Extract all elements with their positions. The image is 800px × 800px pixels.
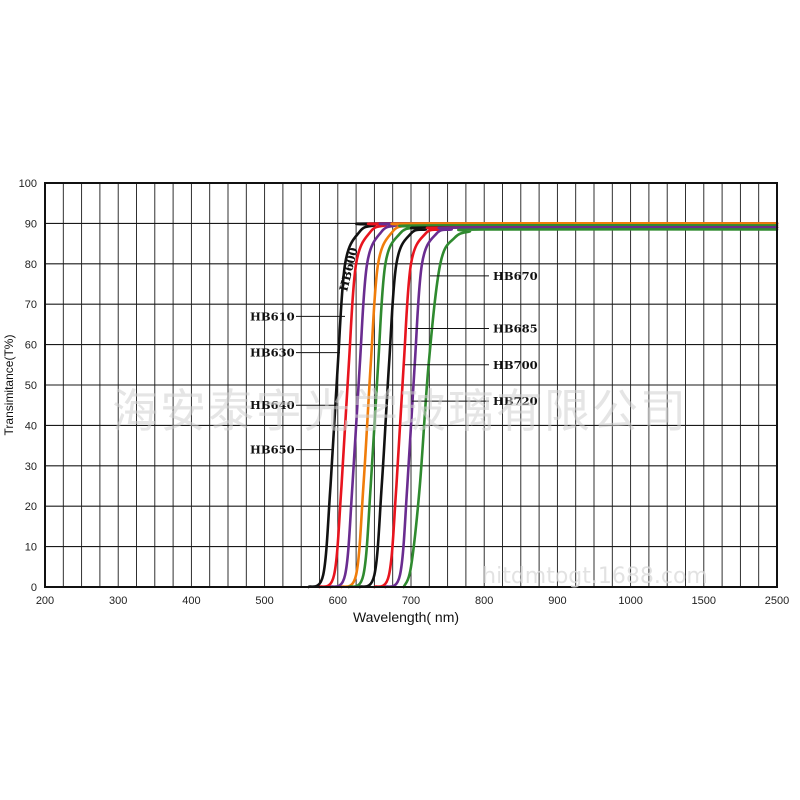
y-tick-label: 70 (25, 299, 37, 311)
y-tick-label: 80 (25, 259, 37, 271)
watermark-text: 海安泰宇光学玻璃有限公司 (112, 384, 688, 438)
x-tick-label: 700 (402, 595, 420, 607)
y-axis-title: Transimitance(T%) (2, 335, 16, 436)
watermark-url: hitdmtogt.1688.com (482, 564, 708, 589)
curve-label-hb630: HB630 (250, 346, 295, 360)
x-tick-label: 300 (109, 595, 127, 607)
x-axis-title: Wavelength( nm) (353, 609, 459, 625)
curve-labels: HB610 HB630 HB640 HB650 HB670 HB685 HB700 HB720… (250, 246, 538, 457)
y-tick-label: 0 (31, 582, 37, 594)
series-line-hb640 (340, 221, 779, 589)
curve-label-hb610: HB610 (250, 309, 295, 323)
y-tick-label: 50 (25, 380, 37, 392)
series-line-hb720 (402, 228, 779, 589)
x-tick-label: 600 (329, 595, 347, 607)
x-tick-label: 2500 (765, 595, 789, 607)
curve-label-hb685: HB685 (493, 321, 538, 335)
x-tick-labels: 200 300 400 500 600 700 800 900 1000 1500 2500 (36, 595, 789, 607)
x-tick-label: 200 (36, 595, 54, 607)
curve-label-hb670: HB670 (493, 269, 538, 283)
series-line-hb700 (384, 225, 779, 589)
series-line-hb650 (347, 223, 779, 589)
curve-label-hb640: HB640 (250, 398, 295, 412)
curve-label-hb650: HB650 (250, 443, 295, 457)
x-tick-label: 500 (255, 595, 273, 607)
curve-label-hb700: HB700 (493, 358, 538, 372)
x-tick-label: 1000 (618, 595, 642, 607)
y-tick-label: 20 (25, 501, 37, 513)
plot-frame (44, 182, 778, 588)
y-tick-label: 90 (25, 218, 37, 230)
y-tick-label: 40 (25, 420, 37, 432)
curve-label-hb720: HB720 (493, 394, 538, 408)
y-tick-label: 60 (25, 340, 37, 352)
series-lines (307, 221, 779, 589)
y-tick-label: 30 (25, 461, 37, 473)
y-tick-labels: 0 10 20 30 40 50 60 70 80 90 100 (19, 178, 37, 594)
x-tick-label: 900 (548, 595, 566, 607)
y-tick-label: 100 (19, 178, 37, 190)
x-tick-label: 800 (475, 595, 493, 607)
x-tick-label: 400 (182, 595, 200, 607)
x-tick-label: 1500 (692, 595, 716, 607)
y-tick-label: 10 (25, 542, 37, 554)
